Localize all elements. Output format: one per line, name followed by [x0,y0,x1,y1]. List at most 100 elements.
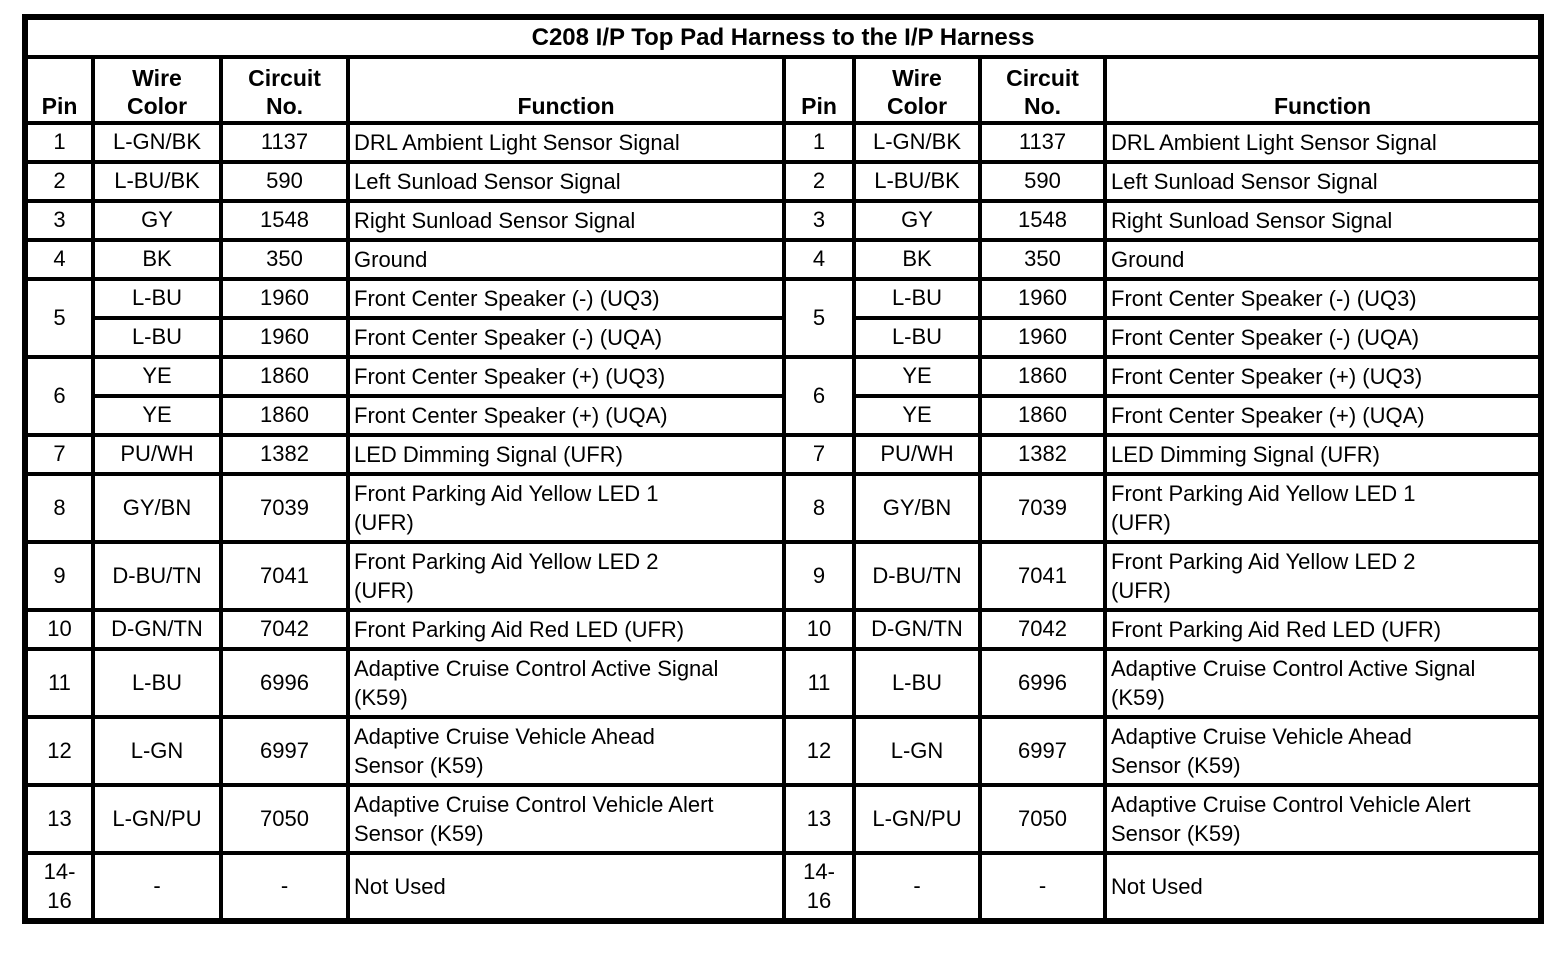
wire-color-cell: L-GN [852,715,982,787]
circuit-no-cell: 6997 [219,715,350,787]
pinout-table: C208 I/P Top Pad Harness to the I/P Harn… [22,14,1545,924]
function-cell: Not Used [1102,851,1544,923]
function-cell: Adaptive Cruise Vehicle Ahead Sensor (K5… [346,715,786,787]
wire-color-cell: L-GN/BK [91,121,223,164]
circuit-no-cell: 6996 [219,647,350,719]
pin-cell: 11 [23,647,95,719]
wire-color-cell: L-GN/PU [91,783,223,855]
wire-color-cell: L-BU [852,647,982,719]
pin-cell: 9 [23,540,95,612]
wire-color-cell: L-BU/BK [852,160,982,203]
header-row: Pin Wire Color Circuit No. Function Pin … [23,55,1544,125]
wire-color-cell: PU/WH [852,433,982,476]
wire-color-cell: YE [852,394,982,437]
function-cell: Front Center Speaker (+) (UQ3) [346,355,786,398]
circuit-no-cell: 7041 [978,540,1107,612]
wire-color-cell: - [91,851,223,923]
function-cell: Adaptive Cruise Control Vehicle Alert Se… [346,783,786,855]
function-cell: Adaptive Cruise Control Active Signal (K… [1102,647,1544,719]
circuit-no-cell: 1137 [219,121,350,164]
circuit-no-cell: 1137 [978,121,1107,164]
wire-color-cell: GY/BN [91,472,223,544]
circuit-no-cell: 7050 [978,783,1107,855]
wire-color-cell: YE [852,355,982,398]
wire-color-cell: D-GN/TN [852,608,982,651]
pin-cell: 8 [23,472,95,544]
table-row: 5 L-BU 1960 Front Center Speaker (-) (UQ… [23,277,1544,359]
pin-cell: 10 [23,608,95,651]
function-cell: Front Center Speaker (-) (UQA) [346,316,786,359]
circuit-no-cell: 1960 [978,277,1107,320]
pin-cell: 5 [23,277,95,359]
table-row: 1 L-GN/BK 1137 DRL Ambient Light Sensor … [23,121,1544,164]
function-cell: Front Parking Aid Yellow LED 1 (UFR) [1102,472,1544,544]
col-header-wire-color: Wire Color [91,55,223,125]
col-header-wire-color: Wire Color [852,55,982,125]
circuit-no-cell: 6996 [978,647,1107,719]
function-cell: Right Sunload Sensor Signal [346,199,786,242]
pin-cell: 1 [23,121,95,164]
function-cell: Ground [1102,238,1544,281]
circuit-no-cell: 7041 [219,540,350,612]
function-cell: Front Center Speaker (-) (UQ3) [346,277,786,320]
circuit-no-cell: 1860 [978,394,1107,437]
table-row: 7 PU/WH 1382 LED Dimming Signal (UFR) 7 … [23,433,1544,476]
wire-color-cell: YE [91,394,223,437]
title-row: C208 I/P Top Pad Harness to the I/P Harn… [22,15,1544,59]
wire-color-cell: BK [852,238,982,281]
circuit-no-cell: 1860 [219,355,350,398]
pin-cell: 8 [782,472,856,544]
pin-cell: 2 [23,160,95,203]
table-title: C208 I/P Top Pad Harness to the I/P Harn… [22,15,1544,59]
circuit-no-cell: 590 [219,160,350,203]
table-row: 12 L-GN 6997 Adaptive Cruise Vehicle Ahe… [23,715,1544,787]
table-row: 4 BK 350 Ground 4 BK 350 Ground [23,238,1544,281]
pin-cell: 1 [782,121,856,164]
pin-cell: 14- 16 [782,851,856,923]
pin-cell: 12 [782,715,856,787]
wire-color-cell: BK [91,238,223,281]
wire-color-cell: L-BU [91,277,223,320]
table-row: 13 L-GN/PU 7050 Adaptive Cruise Control … [23,783,1544,855]
table-row: 2 L-BU/BK 590 Left Sunload Sensor Signal… [23,160,1544,203]
function-cell: Adaptive Cruise Vehicle Ahead Sensor (K5… [1102,715,1544,787]
table-row: 10 D-GN/TN 7042 Front Parking Aid Red LE… [23,608,1544,651]
pin-cell: 12 [23,715,95,787]
function-cell: LED Dimming Signal (UFR) [346,433,786,476]
wire-color-cell: GY/BN [852,472,982,544]
function-cell: Front Parking Aid Red LED (UFR) [346,608,786,651]
pin-cell: 11 [782,647,856,719]
circuit-no-cell: 6997 [978,715,1107,787]
wire-color-cell: L-BU/BK [91,160,223,203]
table-row: 6 YE 1860 Front Center Speaker (+) (UQ3)… [23,355,1544,437]
wire-color-cell: GY [91,199,223,242]
wire-color-cell: L-GN/PU [852,783,982,855]
pin-cell: 13 [782,783,856,855]
function-cell: Right Sunload Sensor Signal [1102,199,1544,242]
circuit-no-cell: 1960 [978,316,1107,359]
circuit-no-cell: 7042 [219,608,350,651]
circuit-no-cell: - [219,851,350,923]
function-cell: Front Parking Aid Red LED (UFR) [1102,608,1544,651]
pin-cell: 2 [782,160,856,203]
pin-cell: 14- 16 [23,851,95,923]
circuit-no-cell: 7039 [219,472,350,544]
circuit-no-cell: 1960 [219,316,350,359]
pin-cell: 4 [782,238,856,281]
function-cell: Left Sunload Sensor Signal [1102,160,1544,203]
circuit-no-cell: 7039 [978,472,1107,544]
table-row: 14- 16 - - Not Used 14- 16 - - Not Used [23,851,1544,923]
wire-color-cell: L-BU [852,277,982,320]
pin-cell: 4 [23,238,95,281]
circuit-no-cell: 7042 [978,608,1107,651]
table-row: 3 GY 1548 Right Sunload Sensor Signal 3 … [23,199,1544,242]
circuit-no-cell: 7050 [219,783,350,855]
circuit-no-cell: 590 [978,160,1107,203]
function-cell: Ground [346,238,786,281]
function-cell: Front Center Speaker (-) (UQA) [1102,316,1544,359]
wire-color-cell: D-GN/TN [91,608,223,651]
pin-cell: 13 [23,783,95,855]
col-header-pin: Pin [23,55,95,125]
col-header-function: Function [346,55,786,125]
